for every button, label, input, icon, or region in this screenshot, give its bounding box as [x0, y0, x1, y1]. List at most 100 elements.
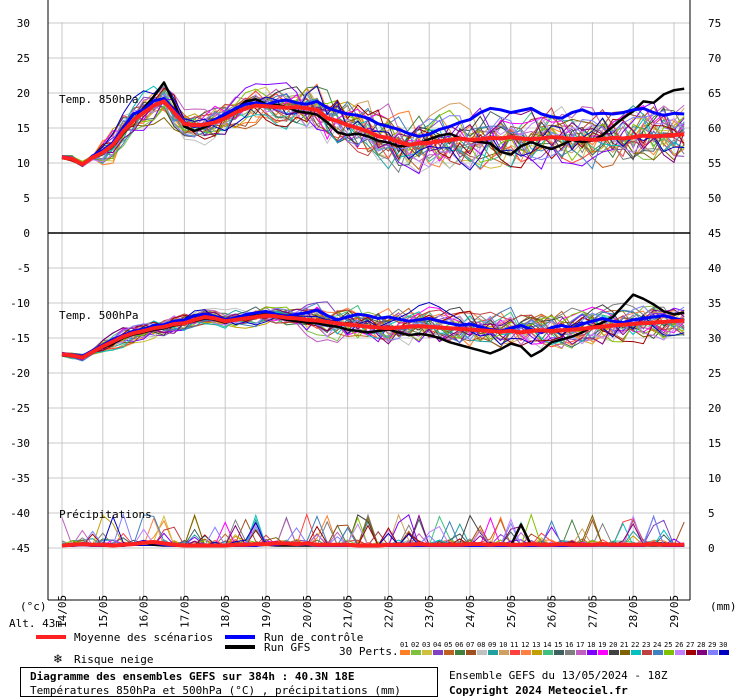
pert-legend-swatch [697, 650, 707, 655]
copyright-label: Copyright 2024 Meteociel.fr [449, 684, 628, 697]
left-tick-label: -35 [10, 472, 30, 485]
snowflake-icon: ❄ [53, 652, 63, 666]
chart-axes [47, 0, 691, 601]
pert-legend-swatch [554, 650, 564, 655]
pert-legend-swatch [521, 650, 531, 655]
left-tick-label: 15 [17, 122, 30, 135]
x-tick-label: 29/05 [668, 595, 681, 628]
pert-legend-swatch [576, 650, 586, 655]
pert-legend-id: 05 [444, 641, 452, 649]
x-tick-label: 19/05 [260, 595, 273, 628]
left-tick-label: -45 [10, 542, 30, 555]
pert-legend-id: 28 [697, 641, 705, 649]
pert-legend-swatch [543, 650, 553, 655]
precip-mean-line [61, 540, 685, 548]
x-tick-label: 27/05 [586, 595, 599, 628]
pert-legend-swatch [609, 650, 619, 655]
pert-legend-swatch [642, 650, 652, 655]
t850-mean-line [61, 99, 685, 167]
legend-mean-label: Moyenne des scénarios [74, 631, 213, 644]
right-tick-label: 45 [708, 227, 721, 240]
perturbation-line-26 [61, 306, 685, 358]
x-tick-label: 16/05 [138, 595, 151, 628]
x-tick-label: 14/05 [56, 595, 69, 628]
pert-legend-swatch [598, 650, 608, 655]
pert-legend-id: 13 [532, 641, 540, 649]
pert-legend-id: 04 [433, 641, 441, 649]
right-tick-label: 55 [708, 157, 721, 170]
pert-legend-id: 30 [719, 641, 727, 649]
pert-legend-swatch [565, 650, 575, 655]
main-series-lines [61, 81, 685, 548]
right-tick-label: 10 [708, 472, 721, 485]
pert-legend-swatch [631, 650, 641, 655]
pert-legend-id: 11 [510, 641, 518, 649]
ensemble-run-label: Ensemble GEFS du 13/05/2024 - 18Z [449, 669, 668, 682]
x-tick-label: 17/05 [178, 595, 191, 628]
perturbation-line-26 [61, 93, 685, 169]
pert-legend-id: 07 [466, 641, 474, 649]
x-tick-label: 22/05 [382, 595, 395, 628]
pert-legend-id: 27 [686, 641, 694, 649]
pert-legend-id: 12 [521, 641, 529, 649]
pert-legend-id: 23 [642, 641, 650, 649]
x-tick-label: 24/05 [464, 595, 477, 628]
label-t500: Temp. 500hPa [59, 309, 138, 322]
right-unit-label: (mm) [710, 600, 737, 613]
pert-legend-swatch [411, 650, 421, 655]
left-tick-label: -25 [10, 402, 30, 415]
pert-legend-id: 03 [422, 641, 430, 649]
right-tick-label: 5 [708, 507, 715, 520]
left-tick-label: -15 [10, 332, 30, 345]
pert-legend-swatch [587, 650, 597, 655]
right-tick-label: 60 [708, 122, 721, 135]
left-tick-label: -40 [10, 507, 30, 520]
perturbation-line-02 [61, 305, 685, 357]
pert-legend-swatch [510, 650, 520, 655]
right-tick-label: 0 [708, 542, 715, 555]
pert-legend-id: 06 [455, 641, 463, 649]
perturbation-line-27 [61, 87, 685, 169]
tick-labels: 302520151050-5-10-15-20-25-30-35-40-4575… [10, 17, 721, 628]
x-tick-label: 15/05 [97, 595, 110, 628]
left-tick-label: 25 [17, 52, 30, 65]
pert-legend-swatch [653, 650, 663, 655]
t850-gfs-line [61, 81, 685, 165]
x-tick-label: 20/05 [301, 595, 314, 628]
legend-snow-label: Risque neige [74, 653, 153, 666]
right-tick-label: 20 [708, 402, 721, 415]
pert-legend-swatch [488, 650, 498, 655]
pert-legend-swatch [466, 650, 476, 655]
pert-legend-id: 16 [565, 641, 573, 649]
left-tick-label: -30 [10, 437, 30, 450]
pert-legend-id: 10 [499, 641, 507, 649]
pert-legend-swatch [444, 650, 454, 655]
pert-legend-id: 19 [598, 641, 606, 649]
pert-legend-swatch [455, 650, 465, 655]
pert-legend-id: 18 [587, 641, 595, 649]
left-tick-label: -20 [10, 367, 30, 380]
pert-legend-swatch [686, 650, 696, 655]
left-tick-label: 5 [23, 192, 30, 205]
right-tick-label: 70 [708, 52, 721, 65]
left-tick-label: -5 [17, 262, 30, 275]
chart-subtitle: Températures 850hPa et 500hPa (°C) , pré… [30, 684, 401, 697]
x-tick-label: 26/05 [546, 595, 559, 628]
pert-legend-swatch [532, 650, 542, 655]
pert-legend-swatch [499, 650, 509, 655]
pert-legend-swatch [708, 650, 718, 655]
pert-legend-id: 22 [631, 641, 639, 649]
pert-legend-id: 26 [675, 641, 683, 649]
right-tick-label: 30 [708, 332, 721, 345]
chart-title: Diagramme des ensembles GEFS sur 384h : … [30, 670, 355, 683]
legend-perts-label: 30 Perts. [339, 645, 399, 658]
pert-legend-id: 24 [653, 641, 661, 649]
label-t850: Temp. 850hPa [59, 93, 138, 106]
pert-legend-id: 17 [576, 641, 584, 649]
pert-legend-id: 20 [609, 641, 617, 649]
pert-legend-id: 02 [411, 641, 419, 649]
pert-legend-swatch [477, 650, 487, 655]
pert-legend-swatch [422, 650, 432, 655]
